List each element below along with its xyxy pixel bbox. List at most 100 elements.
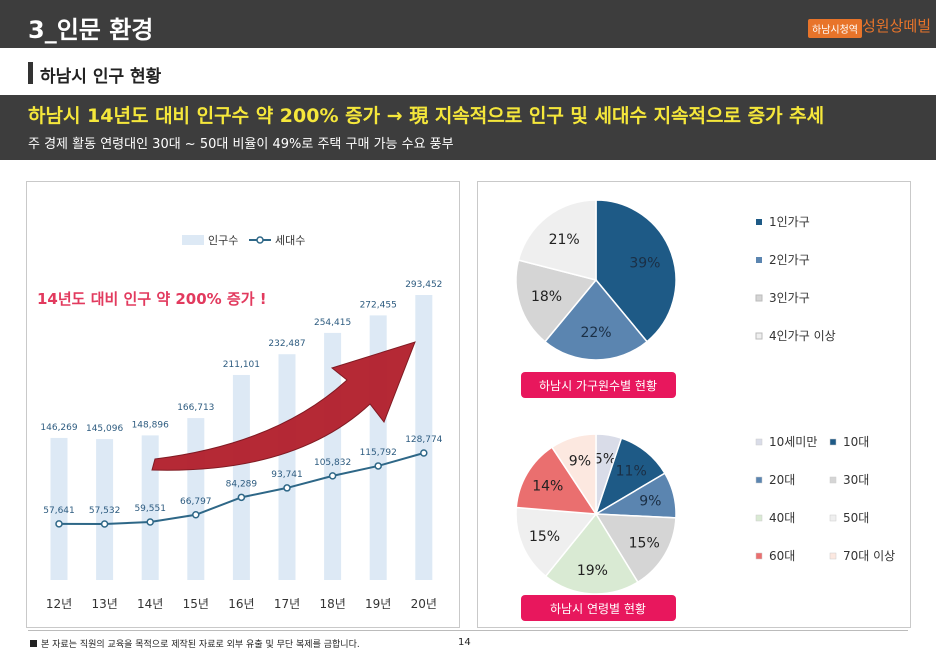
footer-note: 본 자료는 직원의 교육을 목적으로 제작된 자료로 외부 유출 및 무단 복제… <box>30 637 360 650</box>
household-pie-label: 21% <box>549 232 580 248</box>
legend-population-label: 인구수 <box>208 234 238 247</box>
banner-headline: 하남시 14년도 대비 인구수 약 200% 증가 → 現 지속적으로 인구 및… <box>28 105 825 127</box>
x-tick-label: 20년 <box>411 597 437 611</box>
age-pie-label: 19% <box>577 563 608 579</box>
top-bar: 3_인문 환경 하남시청역 성원상떼빌 <box>0 0 936 48</box>
age-pie-label: 9% <box>569 453 591 469</box>
household-legend-swatch <box>756 257 762 263</box>
footer-divider <box>28 630 908 631</box>
age-legend-label: 50대 <box>843 511 869 525</box>
footer-note-text: 본 자료는 직원의 교육을 목적으로 제작된 자료로 외부 유출 및 무단 복제… <box>41 640 360 650</box>
age-legend-swatch <box>829 476 837 484</box>
age-pie-label: 11% <box>616 463 647 479</box>
pie-charts: 39% 22% 18% 21% 하남시 가구원수별 현황 1인가구 2인가구 3인가구 4인가구… <box>515 199 895 621</box>
age-legend-label: 70대 이상 <box>843 549 895 563</box>
population-bar <box>96 439 114 580</box>
households-point <box>100 520 109 528</box>
household-pie-label: 39% <box>629 255 660 271</box>
x-tick-label: 19년 <box>365 597 391 611</box>
x-tick-label: 17년 <box>274 597 300 611</box>
household-legend-label: 1인가구 <box>769 215 810 229</box>
household-legend-label: 3인가구 <box>769 291 810 305</box>
age-pie-slice <box>515 446 598 515</box>
household-pie-slice <box>543 278 649 361</box>
age-pie-slice <box>544 512 639 595</box>
household-pie-slice <box>515 259 598 343</box>
households-label: 66,797 <box>180 497 212 507</box>
households-label: 105,832 <box>314 458 351 468</box>
population-label: 293,452 <box>405 280 442 290</box>
population-bar <box>415 295 433 580</box>
age-caption-box <box>521 595 676 621</box>
population-bar <box>232 374 250 580</box>
brand-logo: 성원상떼빌 <box>862 17 932 35</box>
households-label: 128,774 <box>405 435 442 445</box>
household-pie-label: 18% <box>531 289 562 305</box>
population-label: 272,455 <box>360 300 397 310</box>
age-legend-swatch <box>755 476 763 484</box>
legend-population-swatch <box>182 235 204 245</box>
households-point <box>55 520 63 528</box>
growth-annotation: 14년도 대비 인구 약 200% 증가 ! <box>37 290 267 308</box>
households-label: 84,289 <box>226 479 258 489</box>
population-label: 166,713 <box>177 403 214 413</box>
x-tick-label: 13년 <box>91 597 117 611</box>
household-pie-slice <box>517 199 597 281</box>
x-tick-label: 18년 <box>319 597 345 611</box>
population-bar <box>50 437 68 580</box>
households-point <box>328 472 337 480</box>
population-label: 145,096 <box>86 424 123 434</box>
population-panel: 146,269 145,096 148,896 166,713 211,101 232,4… <box>26 181 460 628</box>
age-pie-slice <box>515 506 598 578</box>
households-label: 59,551 <box>134 504 166 514</box>
age-pie-slice <box>550 433 597 517</box>
population-label: 211,101 <box>223 360 260 370</box>
household-caption-box <box>521 372 676 398</box>
households-label: 57,641 <box>43 506 75 516</box>
population-bar <box>278 354 296 580</box>
households-point <box>146 518 154 526</box>
age-caption: 하남시 연령별 현황 <box>550 602 646 616</box>
household-legend-swatch <box>756 219 762 225</box>
pie-panel: 39% 22% 18% 21% 하남시 가구원수별 현황 1인가구 2인가구 3인가구 4인가구… <box>477 181 911 628</box>
legend-households-marker <box>256 236 264 244</box>
age-legend-label: 60대 <box>769 549 795 563</box>
age-legend-swatch <box>755 552 763 560</box>
households-label: 93,741 <box>271 470 303 480</box>
x-tick-label: 14년 <box>137 597 163 611</box>
age-legend-label: 30대 <box>843 473 869 487</box>
station-badge: 하남시청역 <box>808 19 862 38</box>
age-legend-swatch <box>755 514 763 522</box>
households-point <box>283 484 291 492</box>
age-pie-label: 15% <box>529 529 560 545</box>
x-tick-label: 15년 <box>183 597 209 611</box>
banner-subtext: 주 경제 활동 연령대인 30대 ~ 50대 비율이 49%로 주택 구매 가능… <box>28 137 454 152</box>
age-legend-label: 10세미만 <box>769 435 817 449</box>
age-legend-label: 20대 <box>769 473 795 487</box>
household-pie-slice <box>595 199 677 343</box>
households-point <box>237 493 246 502</box>
section-marker <box>28 62 33 84</box>
household-legend-label: 4인가구 이상 <box>769 329 836 343</box>
page-number: 14 <box>458 637 471 648</box>
age-pie-label: 9% <box>639 494 661 510</box>
population-label: 146,269 <box>40 423 77 433</box>
age-legend-swatch <box>829 438 837 446</box>
population-label: 148,896 <box>132 420 169 430</box>
households-point <box>192 511 200 519</box>
bullet-square-icon <box>30 640 37 647</box>
households-point <box>420 449 428 457</box>
legend-households-label: 세대수 <box>275 234 305 247</box>
age-legend-swatch <box>755 438 763 446</box>
household-legend-swatch <box>755 294 763 302</box>
population-label: 232,487 <box>268 339 305 349</box>
age-legend-label: 40대 <box>769 511 795 525</box>
households-point <box>374 462 382 470</box>
growth-arrow-icon <box>151 341 416 471</box>
age-pie-label: 14% <box>532 478 563 494</box>
age-pie-slice <box>594 513 677 584</box>
age-pie-label: 15% <box>629 536 660 552</box>
section-title: 하남시 인구 현황 <box>40 67 162 87</box>
household-pie-label: 22% <box>580 325 611 341</box>
household-legend-label: 2인가구 <box>769 253 810 267</box>
